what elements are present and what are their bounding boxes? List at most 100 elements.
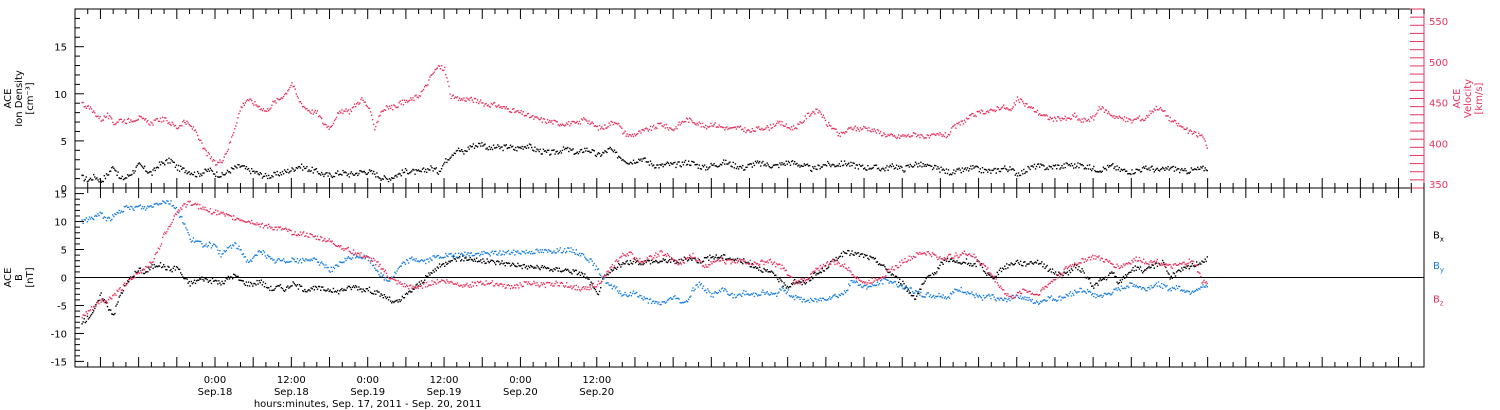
- by-point: [1101, 296, 1103, 298]
- bx-point: [770, 270, 773, 272]
- density-point: [190, 172, 192, 174]
- density-point: [538, 150, 540, 153]
- velocity-point: [285, 92, 287, 95]
- velocity-point: [1092, 115, 1094, 117]
- bx-point: [653, 260, 655, 263]
- bx-point: [530, 264, 532, 267]
- velocity-point: [1175, 122, 1178, 125]
- density-point: [986, 169, 988, 171]
- velocity-point: [625, 135, 627, 137]
- velocity-point: [942, 134, 944, 136]
- density-point: [698, 164, 700, 166]
- bx-point: [479, 260, 481, 263]
- density-point: [912, 166, 915, 168]
- velocity-point: [1200, 134, 1202, 137]
- density-point: [579, 149, 582, 151]
- by-point: [823, 298, 826, 301]
- velocity-point: [1106, 112, 1109, 115]
- by-point: [836, 296, 838, 298]
- bx-point: [904, 287, 906, 290]
- by-point: [828, 298, 830, 300]
- by-point: [833, 294, 835, 296]
- by-point: [241, 253, 243, 256]
- by-point: [646, 297, 648, 300]
- bx-point: [1153, 267, 1155, 269]
- bz-point: [258, 223, 260, 225]
- density-point: [223, 174, 225, 176]
- by-point: [536, 248, 538, 250]
- by-point: [270, 258, 272, 260]
- bx-point: [499, 263, 501, 266]
- bx-point: [542, 267, 545, 269]
- bx-point: [729, 257, 731, 259]
- density-point: [574, 153, 576, 155]
- bx-point: [461, 259, 463, 261]
- bx-point: [1180, 270, 1182, 273]
- by-point: [1188, 291, 1190, 293]
- velocity-point: [758, 126, 760, 128]
- by-point: [744, 294, 746, 296]
- by-point: [946, 296, 949, 299]
- by-point: [487, 252, 489, 255]
- bx-point: [200, 278, 202, 280]
- by-point: [1117, 287, 1119, 289]
- by-point: [959, 290, 961, 292]
- density-point: [524, 146, 527, 148]
- by-point: [1035, 300, 1038, 302]
- velocity-point: [929, 134, 932, 137]
- density-point: [737, 168, 740, 170]
- density-point: [132, 170, 134, 172]
- by-point: [575, 249, 577, 251]
- density-point: [505, 144, 507, 146]
- by-point: [174, 207, 177, 210]
- by-point: [483, 250, 485, 253]
- density-point: [125, 177, 128, 179]
- density-point: [1179, 171, 1181, 174]
- by-point: [800, 296, 802, 299]
- bx-point: [1122, 275, 1125, 278]
- by-point: [471, 254, 473, 257]
- by-point: [447, 255, 449, 258]
- by-point: [919, 294, 921, 296]
- bx-point: [207, 281, 209, 283]
- by-point: [1088, 290, 1091, 292]
- velocity-point: [578, 120, 581, 123]
- velocity-point: [991, 109, 993, 111]
- bx-point: [252, 285, 254, 287]
- velocity-point: [789, 128, 792, 131]
- bx-point: [1093, 287, 1095, 289]
- by-point: [991, 294, 993, 296]
- density-point: [346, 174, 348, 177]
- bx-point: [1031, 262, 1033, 264]
- density-point: [506, 147, 508, 150]
- velocity-point: [677, 124, 679, 126]
- velocity-point: [697, 124, 699, 126]
- velocity-point: [987, 110, 989, 112]
- by-point: [378, 273, 380, 276]
- by-point: [658, 301, 660, 303]
- by-point: [1143, 287, 1145, 289]
- density-point: [253, 170, 255, 172]
- bx-point: [275, 286, 277, 288]
- bx-point: [698, 259, 700, 261]
- bx-point: [586, 276, 588, 278]
- bz-point: [233, 215, 235, 217]
- density-point: [569, 147, 571, 150]
- velocity-point: [358, 103, 360, 105]
- velocity-point: [872, 130, 874, 133]
- density-point: [711, 164, 713, 166]
- velocity-point: [84, 105, 86, 108]
- density-point: [123, 178, 126, 180]
- bx-point: [351, 286, 354, 288]
- velocity-point: [381, 110, 383, 112]
- velocity-point: [1102, 107, 1105, 109]
- bx-point: [981, 266, 984, 269]
- density-point: [1053, 165, 1056, 167]
- bz-point: [155, 252, 157, 254]
- density-point: [596, 153, 599, 155]
- bz-point: [146, 266, 148, 268]
- by-point: [409, 257, 411, 260]
- bx-point: [326, 289, 328, 292]
- bx-point: [1004, 265, 1006, 267]
- bx-point: [891, 273, 893, 275]
